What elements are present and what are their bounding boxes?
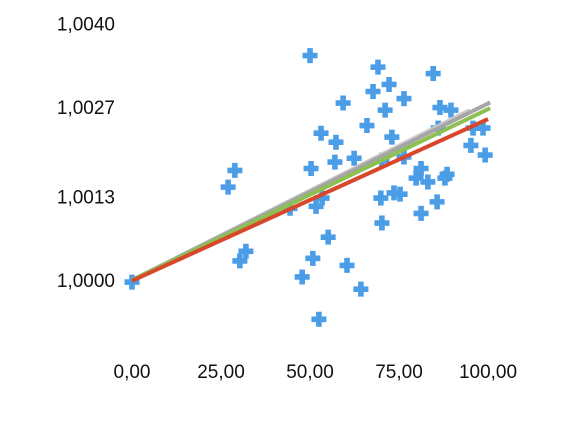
scatter-point — [443, 102, 459, 118]
scatter-point — [308, 198, 324, 214]
scatter-point — [305, 250, 321, 266]
scatter-point — [353, 281, 369, 297]
y-tick-label: 1,0027 — [57, 98, 115, 119]
scatter-point — [227, 162, 243, 178]
scatter-point — [314, 190, 330, 206]
x-tick-label: 25,00 — [197, 362, 245, 383]
scatter-point — [432, 100, 448, 116]
scatter-point — [381, 76, 397, 92]
scatter-point — [413, 205, 429, 221]
trend-line — [131, 117, 489, 283]
scatter-point — [311, 311, 327, 327]
scatter-point — [320, 229, 336, 245]
scatter-point — [425, 66, 441, 82]
scatter-point — [328, 134, 344, 150]
scatter-point — [392, 186, 408, 202]
scatter-point — [313, 125, 329, 141]
x-tick-label: 100,00 — [459, 362, 517, 383]
scatter-point — [370, 59, 386, 75]
y-tick-label: 1,0000 — [57, 271, 115, 292]
x-tick-label: 75,00 — [375, 362, 423, 383]
scatter-point — [232, 253, 248, 269]
scatter-point — [413, 161, 429, 177]
scatter-point — [420, 174, 436, 190]
scatter-point — [335, 95, 351, 111]
scatter-point — [396, 91, 412, 107]
scatter-point — [475, 120, 491, 136]
scatter-point — [437, 170, 453, 186]
scatter-point — [373, 190, 389, 206]
scatter-point — [327, 154, 343, 170]
scatter-point — [220, 179, 236, 195]
scatter-point — [365, 84, 381, 100]
scatter-point — [477, 147, 493, 163]
x-tick-label: 50,00 — [286, 362, 334, 383]
scatter-point — [303, 161, 319, 177]
scatter-point — [377, 102, 393, 118]
scatter-point — [294, 269, 310, 285]
scatter-point — [346, 150, 362, 166]
x-tick-label: 0,00 — [114, 362, 151, 383]
scatter-point — [339, 257, 355, 273]
scatter-point — [238, 243, 254, 259]
scatter-point — [408, 170, 424, 186]
scatter-point — [429, 194, 445, 210]
scatter-point — [374, 215, 390, 231]
scatter-point — [463, 137, 479, 153]
scatter-point — [359, 118, 375, 134]
y-tick-label: 1,0013 — [57, 188, 115, 209]
scatter-point — [302, 48, 318, 64]
y-tick-label: 1,0040 — [57, 14, 115, 35]
scatter-point — [124, 274, 140, 290]
scatter-point — [384, 129, 400, 145]
